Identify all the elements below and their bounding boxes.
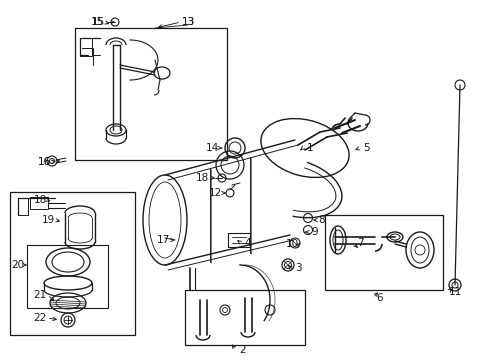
Text: 18: 18 xyxy=(33,195,46,205)
Text: 2: 2 xyxy=(239,345,246,355)
Bar xyxy=(184,290,305,345)
Text: 3: 3 xyxy=(294,263,301,273)
Text: 8: 8 xyxy=(318,215,325,225)
Text: 10: 10 xyxy=(285,239,298,249)
Text: 16: 16 xyxy=(37,157,51,167)
Text: 16: 16 xyxy=(37,157,51,167)
Text: 14: 14 xyxy=(205,143,218,153)
Bar xyxy=(10,192,135,335)
Text: 20: 20 xyxy=(11,260,24,270)
Text: 4: 4 xyxy=(244,238,251,248)
Text: 22: 22 xyxy=(33,313,46,323)
Text: 5: 5 xyxy=(363,143,369,153)
Text: 13: 13 xyxy=(181,17,194,27)
Text: 7: 7 xyxy=(356,238,363,248)
Text: 11: 11 xyxy=(447,287,461,297)
Bar xyxy=(80,38,92,56)
Text: 15: 15 xyxy=(91,17,104,27)
Bar xyxy=(325,215,442,290)
Bar xyxy=(227,233,249,247)
Text: 1: 1 xyxy=(306,143,313,153)
Bar xyxy=(75,28,226,160)
Text: 12: 12 xyxy=(208,188,221,198)
Text: 19: 19 xyxy=(41,215,55,225)
Text: 13: 13 xyxy=(181,17,194,27)
Text: 9: 9 xyxy=(311,227,318,237)
Text: 15: 15 xyxy=(90,17,103,27)
Bar xyxy=(30,197,48,209)
Text: 6: 6 xyxy=(376,293,383,303)
Text: 18: 18 xyxy=(195,173,208,183)
Text: 17: 17 xyxy=(156,235,169,245)
Bar xyxy=(27,245,108,308)
Text: 21: 21 xyxy=(33,290,46,300)
